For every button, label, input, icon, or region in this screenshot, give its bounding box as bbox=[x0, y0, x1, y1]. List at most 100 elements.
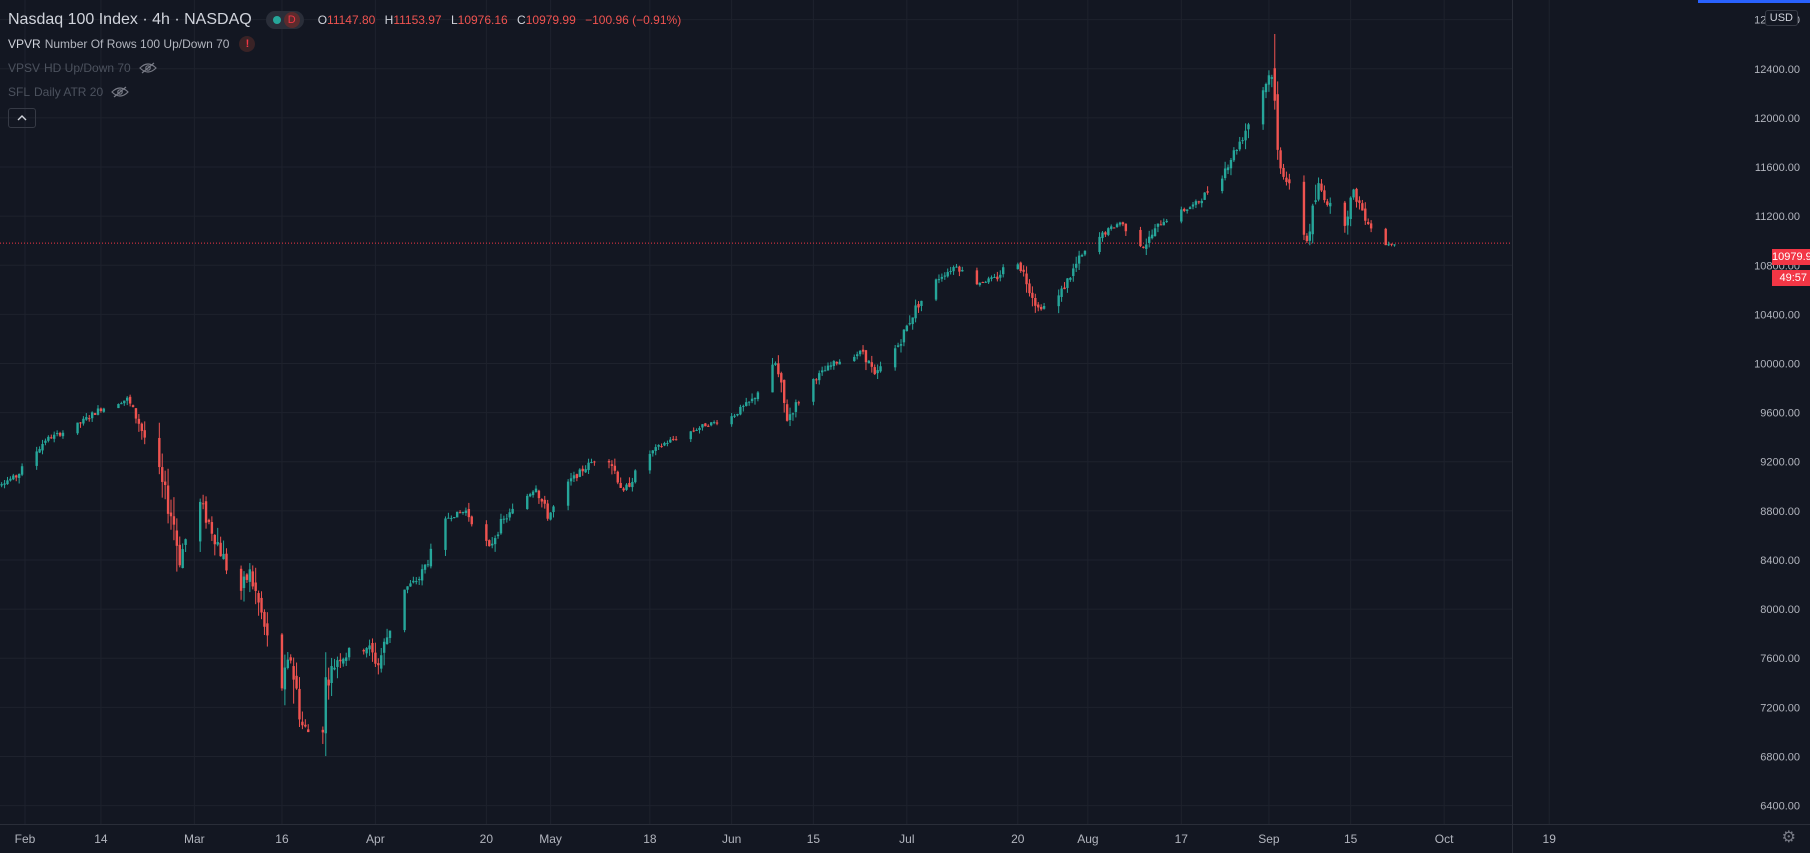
candle-body bbox=[1387, 244, 1390, 246]
candle-body bbox=[248, 569, 252, 582]
candle-body bbox=[199, 501, 202, 542]
candle-body bbox=[365, 648, 368, 654]
candle bbox=[362, 648, 365, 655]
candle-body bbox=[418, 579, 421, 581]
time-axis[interactable]: Feb 14 Mar 16 Apr 20 May 18 Jun 15 Jul 20 Aug 17 Sep 15… bbox=[15, 832, 1557, 846]
candle bbox=[426, 559, 430, 568]
eye-hidden-icon[interactable] bbox=[111, 86, 130, 98]
candle-body bbox=[178, 544, 181, 566]
eye-hidden-icon[interactable] bbox=[138, 62, 157, 74]
time-tick-label: 20 bbox=[480, 832, 494, 846]
indicator-row-vpsv[interactable]: VPSV HD Up/Down 70 bbox=[8, 56, 687, 80]
market-status[interactable]: D bbox=[265, 11, 304, 29]
candle bbox=[575, 473, 579, 482]
candle bbox=[321, 726, 325, 744]
candle bbox=[531, 490, 535, 498]
candle-body bbox=[829, 365, 833, 367]
candle bbox=[783, 379, 786, 413]
candle bbox=[896, 342, 900, 348]
candle-body bbox=[1311, 205, 1314, 235]
candle-body bbox=[1188, 207, 1192, 210]
candle bbox=[38, 446, 41, 454]
candle bbox=[984, 280, 987, 284]
candle-body bbox=[201, 503, 205, 505]
candle bbox=[1346, 210, 1349, 235]
candle bbox=[257, 590, 260, 616]
candle-body bbox=[657, 445, 660, 447]
market-status-badge: D bbox=[283, 12, 300, 28]
candle-body bbox=[730, 416, 733, 425]
indicator-row-vpvr[interactable]: VPVR Number Of Rows 100 Up/Down 70 ! bbox=[8, 32, 687, 56]
candle-body bbox=[426, 564, 430, 566]
candle bbox=[420, 564, 424, 586]
candle bbox=[610, 460, 614, 475]
candle bbox=[826, 362, 830, 371]
candle-body bbox=[893, 348, 897, 368]
candle-body bbox=[461, 511, 465, 514]
candle bbox=[423, 563, 427, 574]
candle bbox=[1098, 232, 1101, 255]
candle-body bbox=[1121, 222, 1125, 225]
candle bbox=[978, 282, 982, 287]
candle bbox=[1273, 33, 1276, 110]
candle bbox=[184, 538, 187, 553]
candle-body bbox=[949, 271, 952, 273]
candle-body bbox=[1194, 201, 1198, 205]
candle bbox=[0, 482, 3, 488]
candle bbox=[1124, 223, 1128, 236]
candle-body bbox=[1343, 202, 1347, 226]
candle-body bbox=[870, 362, 873, 367]
candle bbox=[1110, 224, 1113, 231]
candle-body bbox=[856, 354, 859, 357]
candle bbox=[371, 638, 374, 662]
candle-body bbox=[58, 432, 62, 436]
candle-body bbox=[549, 512, 552, 520]
candle-body bbox=[631, 481, 634, 488]
candle bbox=[788, 407, 792, 427]
currency-button[interactable]: USD bbox=[1764, 10, 1798, 26]
candle bbox=[324, 652, 327, 757]
price-tick-label: 7200.00 bbox=[1760, 702, 1800, 714]
candle-body bbox=[1361, 203, 1364, 211]
candle bbox=[1267, 70, 1271, 92]
candle-body bbox=[1329, 202, 1332, 207]
symbol-title[interactable]: Nasdaq 100 Index · 4h · NASDAQ bbox=[8, 11, 252, 28]
candle bbox=[368, 639, 371, 656]
candle bbox=[864, 349, 868, 371]
ohlc-values: O11147.80 H11153.97 L10976.16 C10979.99 … bbox=[318, 13, 688, 27]
time-tick-label: 20 bbox=[1011, 832, 1025, 846]
warning-icon[interactable]: ! bbox=[239, 36, 256, 52]
candle bbox=[780, 371, 783, 393]
candle-body bbox=[534, 488, 538, 492]
candle-body bbox=[423, 564, 427, 570]
settings-gear-icon[interactable]: ⚙ bbox=[1781, 829, 1796, 846]
candle-body bbox=[251, 571, 254, 587]
candles bbox=[0, 33, 1396, 757]
time-tick-label: 15 bbox=[1344, 832, 1358, 846]
candle-body bbox=[1037, 304, 1040, 308]
candle-body bbox=[1384, 228, 1387, 246]
candle bbox=[283, 654, 287, 706]
candle bbox=[1185, 209, 1189, 214]
candle-body bbox=[853, 356, 856, 362]
low-label: L bbox=[450, 13, 458, 27]
candle-body bbox=[1349, 197, 1352, 220]
candle-body bbox=[1145, 244, 1148, 249]
candle bbox=[1203, 192, 1206, 201]
collapse-legend-button[interactable] bbox=[8, 108, 36, 128]
candle bbox=[502, 515, 506, 524]
candle bbox=[1311, 203, 1314, 244]
candle-body bbox=[937, 279, 941, 281]
candle-body bbox=[739, 406, 742, 415]
price-axis[interactable]: 6400.00 6800.00 7200.00 7600.00 8000.00 8400.… bbox=[1754, 15, 1800, 813]
indicator-row-sfl[interactable]: SFL Daily ATR 20 bbox=[8, 80, 687, 104]
candle bbox=[467, 502, 471, 522]
candle-body bbox=[572, 475, 576, 479]
candle bbox=[1387, 241, 1390, 247]
candle bbox=[117, 403, 120, 409]
candle bbox=[1156, 223, 1160, 233]
candle bbox=[1034, 293, 1037, 313]
candle bbox=[3, 480, 6, 489]
candle-body bbox=[712, 422, 716, 424]
